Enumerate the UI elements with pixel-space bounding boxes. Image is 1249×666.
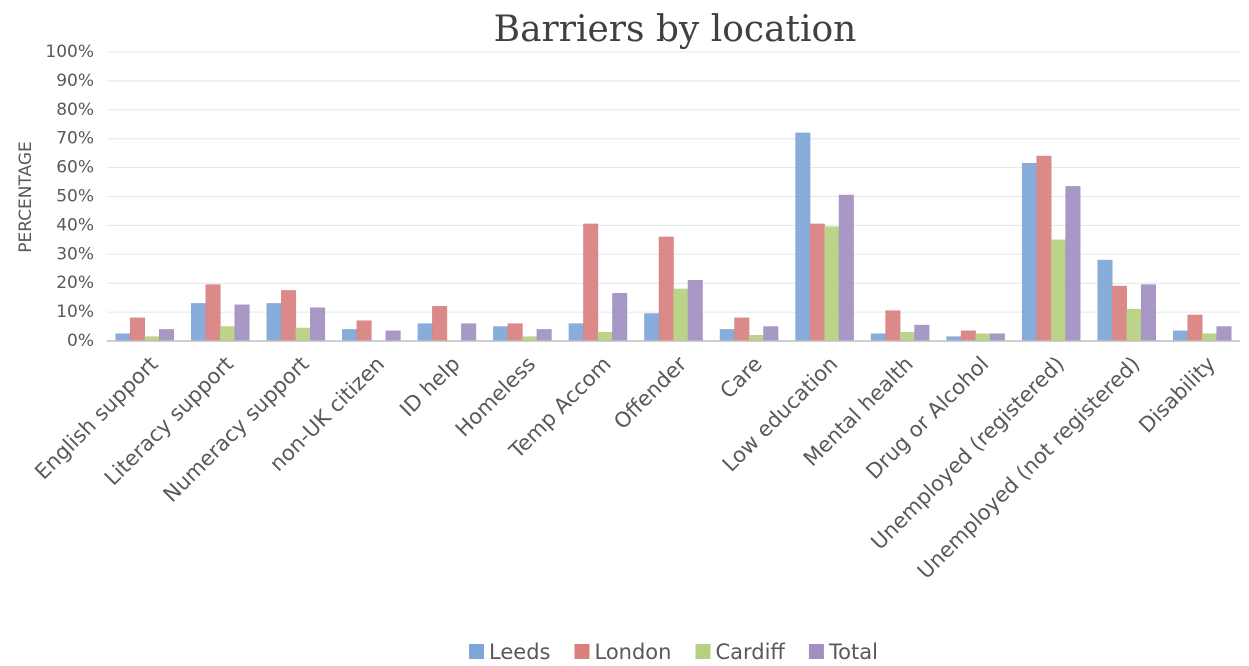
bar: [1097, 259, 1113, 342]
bar: [1021, 163, 1037, 342]
x-tick-label: ID help: [395, 352, 465, 422]
bar: [719, 329, 735, 342]
y-axis-label: PERCENTAGE: [16, 141, 36, 253]
bar: [597, 332, 613, 342]
bar: [1216, 326, 1232, 342]
bar: [1187, 314, 1203, 342]
legend-label: Leeds: [489, 640, 550, 664]
bar: [870, 333, 886, 342]
bar: [493, 326, 509, 342]
chart-title: Barriers by location: [494, 9, 857, 50]
bar: [1172, 330, 1188, 342]
bar: [461, 323, 477, 342]
bar: [989, 333, 1005, 342]
bar: [281, 290, 297, 342]
y-tick-label: 80%: [56, 100, 94, 120]
bar: [885, 310, 901, 342]
y-tick-label: 100%: [45, 42, 94, 62]
bar: [310, 307, 326, 342]
y-tick-label: 0%: [67, 331, 94, 351]
bar: [975, 333, 991, 342]
legend-swatch: [469, 644, 485, 659]
bar: [1050, 239, 1066, 342]
bar: [960, 330, 976, 342]
y-tick-label: 10%: [56, 302, 94, 322]
y-tick-label: 70%: [56, 129, 94, 149]
bar: [507, 323, 523, 342]
y-tick-label: 30%: [56, 244, 94, 264]
bar: [159, 329, 175, 342]
bar: [1065, 186, 1081, 342]
bar: [763, 326, 779, 342]
bar: [658, 236, 674, 342]
x-tick-label: English support: [30, 352, 162, 484]
bar: [644, 313, 660, 342]
bar: [295, 327, 311, 342]
bar: [1036, 155, 1052, 342]
bar: [748, 334, 764, 342]
bar: [342, 329, 358, 342]
bar: [673, 288, 689, 342]
legend-swatch: [808, 644, 824, 659]
bar: [266, 303, 282, 342]
legend-label: Cardiff: [715, 640, 785, 664]
y-tick-label: 50%: [56, 187, 94, 207]
x-tick-label: Literacy support: [100, 352, 238, 490]
legend-swatch: [574, 644, 590, 659]
legend-swatch: [695, 644, 711, 659]
bar: [809, 223, 825, 342]
bar: [205, 284, 221, 342]
legend-label: Total: [828, 640, 878, 664]
bar: [115, 333, 131, 342]
bar: [417, 323, 433, 342]
bar: [356, 320, 372, 342]
bar: [734, 317, 750, 342]
bar: [1126, 308, 1142, 342]
bar: [536, 329, 552, 342]
bar: [234, 304, 250, 342]
bar: [220, 326, 236, 342]
bar: [838, 194, 854, 342]
y-tick-label: 20%: [56, 273, 94, 293]
x-tick-label: Numeracy support: [159, 352, 314, 507]
bar: [824, 226, 840, 342]
bar: [1111, 285, 1127, 342]
x-tick-label: Care: [715, 352, 766, 403]
bar: [191, 303, 207, 342]
y-tick-label: 40%: [56, 215, 94, 235]
bar: [612, 293, 628, 342]
bar: [914, 324, 930, 342]
bar: [130, 317, 146, 342]
bar: [385, 330, 401, 342]
x-tick-label: Disability: [1134, 352, 1220, 438]
y-tick-label: 90%: [56, 71, 94, 91]
bar: [1140, 284, 1156, 342]
bar: [795, 132, 811, 342]
legend-label: London: [594, 640, 671, 664]
bar: [899, 332, 915, 342]
x-tick-label: Offender: [609, 352, 691, 434]
y-tick-label: 60%: [56, 158, 94, 178]
bar: [687, 280, 703, 342]
bar: [1201, 333, 1217, 342]
bar: [583, 223, 599, 342]
bar: [568, 323, 584, 342]
bar: [432, 306, 448, 342]
